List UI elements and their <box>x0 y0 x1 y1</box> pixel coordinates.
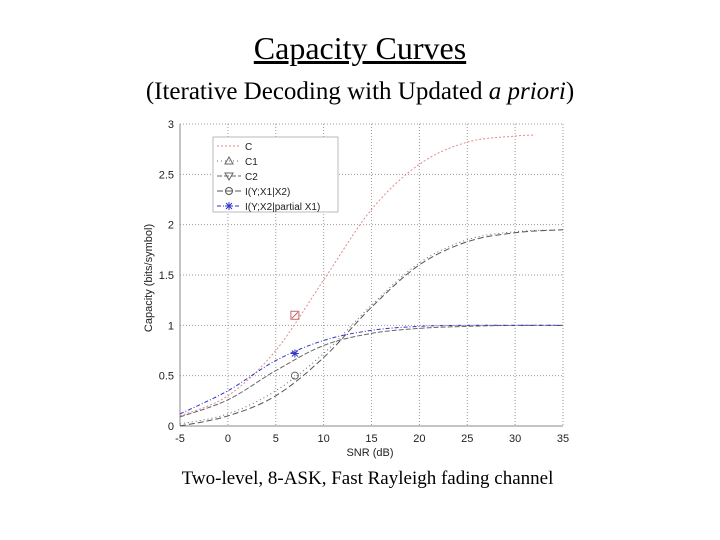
subtitle-pre: (Iterative Decoding with Updated <box>145 78 489 105</box>
legend-entry-label: C2 <box>245 172 258 183</box>
y-tick-label: 0 <box>168 421 174 433</box>
x-tick-label: 35 <box>557 433 569 445</box>
series-line <box>179 324 564 418</box>
annotation-marker-cross <box>291 311 299 319</box>
y-axis-label: Capacity (bits/symbol) <box>143 224 155 332</box>
slide-title: Capacity Curves <box>253 30 467 66</box>
x-tick-label: 15 <box>365 433 377 445</box>
series-line <box>179 324 563 415</box>
legend-marker <box>224 155 234 165</box>
legend-entry-label: C1 <box>245 157 258 168</box>
series-3 <box>179 229 564 427</box>
x-tick-label: 30 <box>509 433 521 445</box>
chart-legend: C C1 C2 I(Y;X1|X2) I(Y;X2|partial X1) <box>212 136 339 213</box>
y-tick-label: 1 <box>168 320 174 332</box>
y-tick-label: 0.5 <box>159 371 174 383</box>
series-line <box>179 134 535 417</box>
annotation-marker <box>290 310 300 320</box>
x-tick-label: 0 <box>225 433 231 445</box>
x-tick-label: 25 <box>461 433 473 445</box>
legend-marker <box>225 202 233 210</box>
y-tick-label: 2.5 <box>159 169 174 181</box>
x-tick-label: 5 <box>273 433 279 445</box>
series-4 <box>179 324 563 415</box>
annotation-marker <box>290 349 299 358</box>
series-line <box>179 229 564 425</box>
legend-entry-label: I(Y;X1|X2) <box>245 187 290 198</box>
subtitle-emphasis: a priori <box>488 78 566 105</box>
legend-entry-label: C <box>245 142 252 153</box>
subtitle-post: ) <box>565 78 575 105</box>
x-axis-label: SNR (dB) <box>346 447 393 459</box>
x-tick-label: 10 <box>318 433 330 445</box>
x-tick-label: 20 <box>413 433 425 445</box>
chart-annotations <box>290 310 300 380</box>
legend-box <box>212 136 339 213</box>
series-1 <box>179 229 564 425</box>
slide-subtitle: (Iterative Decoding with Updated a prior… <box>0 78 720 106</box>
series-0 <box>179 134 535 417</box>
y-tick-label: 1.5 <box>159 270 174 282</box>
series-2 <box>179 324 564 418</box>
x-tick-label: -5 <box>175 433 185 445</box>
annotation-marker <box>290 371 299 380</box>
legend-marker <box>224 172 234 182</box>
chart-caption: Two-level, 8-ASK, Fast Rayleigh fading c… <box>181 468 554 489</box>
y-tick-label: 2 <box>168 220 174 232</box>
chart-series <box>179 134 564 427</box>
legend-entry-label: I(Y;X2|partial X1) <box>245 202 320 213</box>
legend-marker <box>225 187 233 195</box>
y-tick-label: 3 <box>168 119 174 131</box>
series-line <box>179 229 564 427</box>
